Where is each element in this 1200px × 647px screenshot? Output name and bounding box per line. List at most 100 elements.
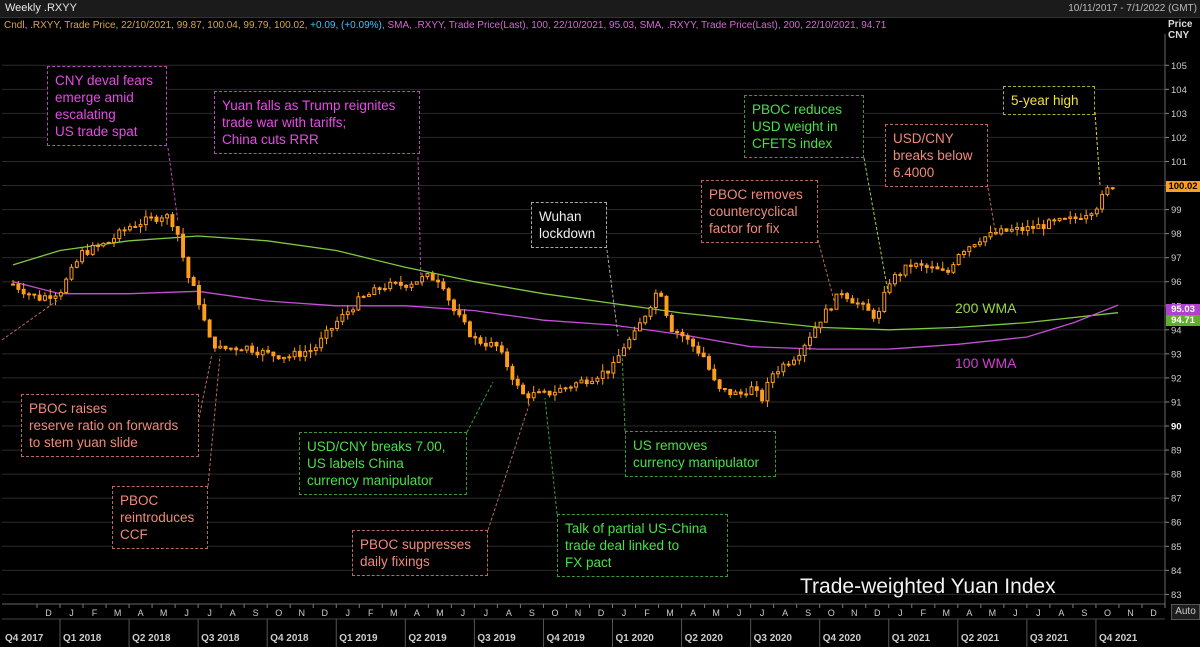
candle xyxy=(42,295,47,301)
candle xyxy=(80,250,85,263)
candle xyxy=(112,238,116,243)
candle xyxy=(191,277,196,287)
x-month-label: M xyxy=(390,608,398,618)
annotation-usdcny-700: USD/CNY breaks 7.00, US labels China cur… xyxy=(299,432,467,495)
candle xyxy=(728,388,733,396)
candle xyxy=(919,263,924,266)
y-tick-label: 98 xyxy=(1171,229,1182,240)
candle xyxy=(393,281,398,284)
candle xyxy=(930,266,935,269)
y-tick-label: 103 xyxy=(1171,109,1187,120)
x-quarter-label: Q2 2018 xyxy=(132,633,171,644)
x-month-label: N xyxy=(851,608,858,618)
candle xyxy=(165,214,170,219)
candle xyxy=(574,382,579,388)
sma100-last-box: 95.03 xyxy=(1166,304,1200,315)
candle xyxy=(584,379,589,385)
candle xyxy=(234,347,239,351)
candle xyxy=(850,298,855,304)
x-month-label: J xyxy=(207,608,212,618)
x-quarter-label: Q1 2021 xyxy=(892,633,931,644)
candle xyxy=(127,226,132,231)
candle xyxy=(276,355,281,360)
auto-scale-button[interactable]: Auto xyxy=(1171,604,1200,620)
candle xyxy=(388,281,393,290)
annotation-pboc-raises: PBOC raises reserve ratio on forwards to… xyxy=(21,394,199,457)
chart-title: Trade-weighted Yuan Index xyxy=(800,575,1056,598)
candle xyxy=(441,281,446,290)
x-quarter-label: Q1 2020 xyxy=(616,633,655,644)
candle xyxy=(505,351,510,368)
candle xyxy=(266,349,271,353)
annotation-leader xyxy=(1094,111,1101,186)
candle xyxy=(908,264,913,267)
annotation-leader xyxy=(817,239,836,305)
x-month-label: O xyxy=(828,608,835,618)
candle xyxy=(244,345,249,351)
candle xyxy=(404,284,409,288)
x-month-label: A xyxy=(966,608,972,618)
annotation-leader xyxy=(466,381,494,433)
candle xyxy=(409,283,414,288)
candle xyxy=(807,336,812,346)
y-tick-label: 88 xyxy=(1171,470,1182,481)
x-month-label: O xyxy=(275,608,282,618)
annotation-pboc-suppresses: PBOC suppresses daily fixings xyxy=(352,530,488,576)
x-month-label: J xyxy=(346,608,351,618)
y-tick-label: 87 xyxy=(1171,494,1182,505)
candle xyxy=(53,295,58,299)
candle xyxy=(1009,228,1014,232)
x-month-label: J xyxy=(760,608,765,618)
legend-change: +0.09, (+0.09%), xyxy=(310,20,385,31)
candle xyxy=(733,391,738,396)
candle xyxy=(898,274,903,277)
candle xyxy=(462,314,467,323)
x-month-label: D xyxy=(45,608,52,618)
sma200-last-box: 94.71 xyxy=(1166,315,1200,326)
candle xyxy=(792,359,796,365)
candle xyxy=(345,311,350,315)
x-month-label: M xyxy=(712,608,720,618)
candle xyxy=(579,379,584,384)
y-tick-label: 91 xyxy=(1171,397,1182,408)
candle xyxy=(940,268,945,271)
x-axis-area xyxy=(0,604,1200,647)
candle xyxy=(319,337,324,349)
candle xyxy=(691,338,696,347)
annotation-us-removes: US removes currency manipulator xyxy=(625,431,776,477)
candle xyxy=(255,351,260,356)
x-quarter-label: Q3 2021 xyxy=(1030,633,1069,644)
annotation-leader xyxy=(207,355,221,487)
date-range[interactable]: 10/11/2017 - 7/1/2022 (GMT) xyxy=(1068,3,1197,14)
candle xyxy=(632,330,637,340)
x-month-label: S xyxy=(805,608,811,618)
candle xyxy=(712,368,717,381)
candle xyxy=(510,366,515,380)
y-axis-title: Price CNY xyxy=(1168,19,1193,41)
candle xyxy=(776,371,781,375)
window-title-bar: Weekly .RXYY 10/11/2017 - 7/1/2022 (GMT) xyxy=(0,0,1200,18)
candle xyxy=(271,351,276,357)
x-month-label: M xyxy=(114,608,122,618)
x-quarter-label: Q4 2017 xyxy=(5,633,44,644)
candle xyxy=(701,352,706,358)
candle xyxy=(877,310,881,319)
candle xyxy=(866,303,871,311)
candle xyxy=(436,279,441,283)
candle xyxy=(946,269,951,273)
candle xyxy=(882,291,887,312)
candle xyxy=(611,361,616,374)
candle xyxy=(499,345,504,353)
candle xyxy=(197,285,201,306)
candle xyxy=(1068,216,1073,219)
candle xyxy=(696,345,701,354)
x-quarter-label: Q4 2019 xyxy=(546,633,585,644)
candle xyxy=(924,264,929,268)
candle xyxy=(558,387,563,393)
candle xyxy=(143,216,148,226)
candle xyxy=(1025,226,1030,232)
x-month-label: M xyxy=(989,608,997,618)
candle xyxy=(340,313,345,322)
annotation-5-year-high: 5-year high xyxy=(1003,86,1095,115)
candle xyxy=(802,344,807,356)
